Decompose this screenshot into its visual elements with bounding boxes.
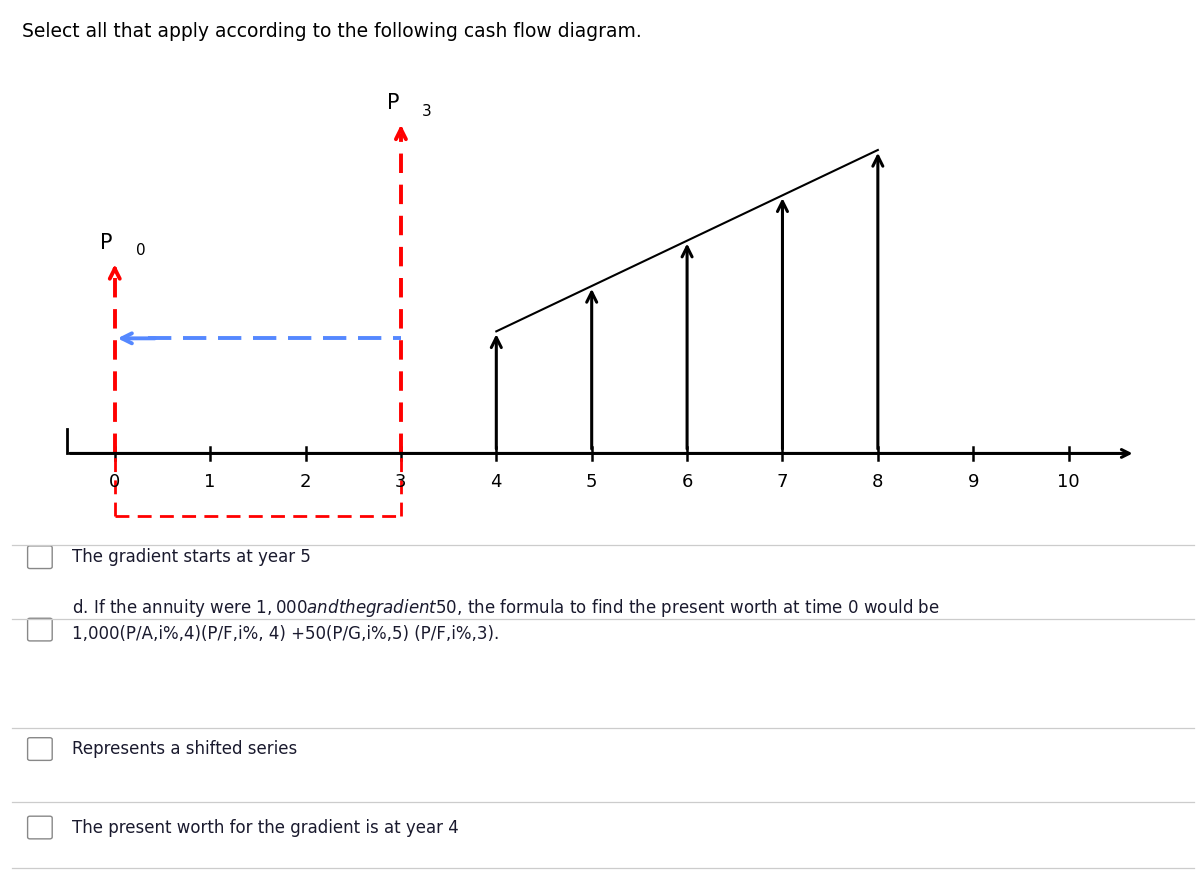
Text: The gradient starts at year 5: The gradient starts at year 5 [72,548,311,566]
Text: The present worth for the gradient is at year 4: The present worth for the gradient is at… [72,819,458,836]
Text: d. If the annuity were $1,000 and the gradient $50, the formula to find the pres: d. If the annuity were $1,000 and the gr… [72,596,940,619]
Text: 10: 10 [1057,473,1080,491]
Text: 1,000(P/A,i%,4)(P/F,i%, 4) +50(P/G,i%,5) (P/F,i%,3).: 1,000(P/A,i%,4)(P/F,i%, 4) +50(P/G,i%,5)… [72,625,499,643]
Text: 0: 0 [109,473,120,491]
Text: 9: 9 [967,473,979,491]
Text: Represents a shifted series: Represents a shifted series [72,740,298,758]
Text: 3: 3 [395,473,407,491]
Text: P: P [101,233,113,253]
Text: 1: 1 [204,473,216,491]
Text: P: P [386,93,400,113]
Text: 5: 5 [586,473,598,491]
Text: 0: 0 [136,243,145,258]
Text: 7: 7 [776,473,788,491]
Text: 2: 2 [300,473,311,491]
Text: 6: 6 [682,473,692,491]
Text: Select all that apply according to the following cash flow diagram.: Select all that apply according to the f… [22,22,641,41]
Text: 4: 4 [491,473,502,491]
Text: 3: 3 [422,104,432,119]
Text: 8: 8 [872,473,883,491]
